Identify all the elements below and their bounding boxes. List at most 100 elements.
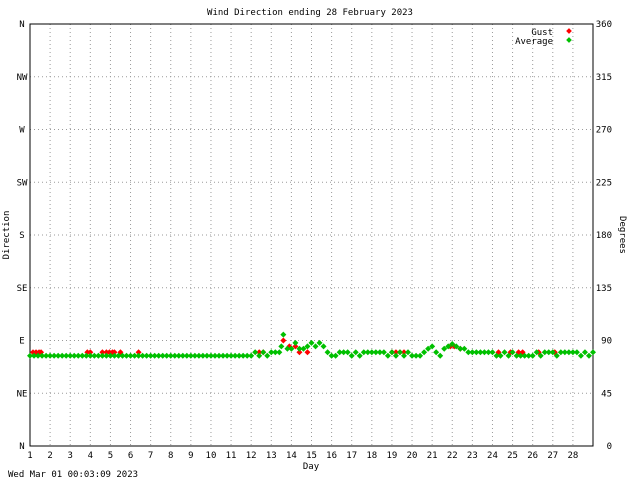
- point-gust: [392, 349, 399, 356]
- point-average: [292, 339, 299, 346]
- point-average: [187, 352, 194, 359]
- x-axis-ticks: 1 2 3 4 5 6 7 8 9 10 11 12 13 14 15 16 17 18 19 20 21 22 23 24 2…: [27, 451, 578, 461]
- point-average: [529, 352, 536, 359]
- point-average: [425, 345, 432, 352]
- x-tick-label: 26: [527, 451, 538, 461]
- point-average: [356, 352, 363, 359]
- point-average: [577, 352, 584, 359]
- point-gust: [292, 343, 299, 350]
- x-tick-label: 2: [47, 451, 52, 461]
- point-average: [501, 349, 508, 356]
- x-tick-label: 22: [447, 451, 458, 461]
- point-average: [421, 349, 428, 356]
- data-points: [27, 331, 596, 359]
- grid: [30, 24, 593, 446]
- point-average: [167, 352, 174, 359]
- point-average: [151, 352, 158, 359]
- point-average: [280, 331, 287, 338]
- point-average: [99, 352, 106, 359]
- chart-title: Wind Direction ending 28 February 2023: [207, 8, 413, 18]
- point-average: [417, 352, 424, 359]
- point-average: [159, 352, 166, 359]
- point-gust: [103, 349, 110, 356]
- point-average: [256, 352, 263, 359]
- point-average: [163, 352, 170, 359]
- point-gust: [296, 349, 303, 356]
- point-average: [360, 349, 367, 356]
- x-tick-label: 20: [407, 451, 418, 461]
- point-average: [51, 352, 58, 359]
- point-average: [199, 352, 206, 359]
- point-average: [27, 352, 33, 359]
- point-average: [220, 352, 227, 359]
- point-average: [284, 345, 291, 352]
- point-average: [320, 343, 327, 350]
- y-right-tick-label: 360: [596, 20, 612, 30]
- point-average: [95, 352, 102, 359]
- point-average: [147, 352, 154, 359]
- point-average: [388, 349, 395, 356]
- point-average: [232, 352, 239, 359]
- x-tick-label: 25: [507, 451, 518, 461]
- point-average: [268, 349, 275, 356]
- footer-timestamp: Wed Mar 01 00:03:09 2023: [8, 470, 138, 480]
- point-average: [493, 352, 500, 359]
- point-average: [115, 352, 122, 359]
- point-average: [248, 352, 255, 359]
- point-average: [485, 349, 492, 356]
- point-average: [207, 352, 214, 359]
- x-tick-label: 23: [467, 451, 478, 461]
- x-tick-label: 5: [108, 451, 113, 461]
- point-average: [481, 349, 488, 356]
- point-average: [183, 352, 190, 359]
- x-tick-label: 15: [306, 451, 317, 461]
- y-right-tick-label: 45: [601, 389, 612, 399]
- x-tick-label: 9: [188, 451, 193, 461]
- point-average: [396, 349, 403, 356]
- point-average: [139, 352, 146, 359]
- point-average: [71, 352, 78, 359]
- point-average: [316, 339, 323, 346]
- point-average: [91, 352, 98, 359]
- point-average: [465, 349, 472, 356]
- x-tick-label: 18: [366, 451, 377, 461]
- point-average: [143, 352, 150, 359]
- point-average: [409, 352, 416, 359]
- x-tick-label: 1: [27, 451, 32, 461]
- point-average: [364, 349, 371, 356]
- point-average: [368, 349, 375, 356]
- point-average: [461, 345, 468, 352]
- x-tick-label: 19: [387, 451, 398, 461]
- point-average: [352, 349, 359, 356]
- y-right-tick-label: 90: [601, 337, 612, 347]
- point-average: [272, 349, 279, 356]
- x-tick-label: 21: [427, 451, 438, 461]
- point-average: [441, 345, 448, 352]
- x-tick-label: 8: [168, 451, 173, 461]
- point-average: [372, 349, 379, 356]
- point-average: [561, 349, 568, 356]
- x-tick-label: 24: [487, 451, 498, 461]
- x-tick-label: 4: [88, 451, 93, 461]
- point-gust: [111, 349, 118, 356]
- point-average: [565, 349, 572, 356]
- x-tick-label: 7: [148, 451, 153, 461]
- point-average: [312, 343, 319, 350]
- point-average: [489, 349, 496, 356]
- point-average: [308, 339, 315, 346]
- point-gust: [400, 349, 407, 356]
- point-average: [216, 352, 223, 359]
- y-right-tick-label: 0: [607, 442, 612, 452]
- y-left-tick-label: SE: [17, 284, 28, 294]
- point-average: [348, 352, 355, 359]
- point-average: [569, 349, 576, 356]
- point-average: [473, 349, 480, 356]
- point-average: [553, 352, 560, 359]
- point-average: [433, 349, 440, 356]
- point-average: [581, 349, 588, 356]
- point-average: [195, 352, 202, 359]
- point-average: [224, 352, 231, 359]
- point-average: [228, 352, 235, 359]
- point-average: [545, 349, 552, 356]
- point-average: [67, 352, 74, 359]
